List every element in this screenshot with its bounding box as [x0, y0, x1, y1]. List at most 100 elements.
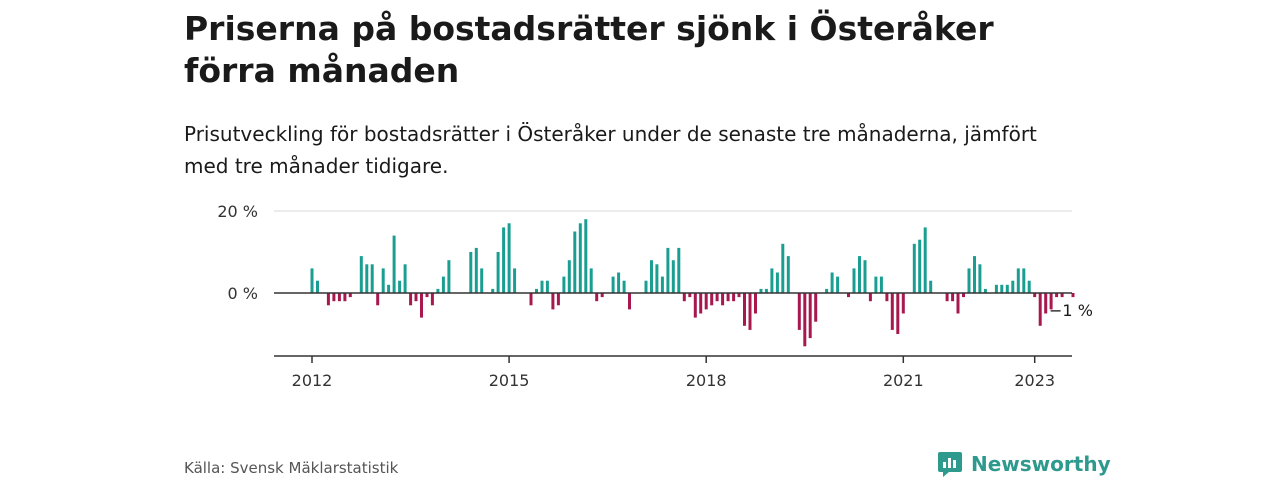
bar [617, 272, 621, 293]
bar [973, 256, 976, 293]
bar [748, 293, 752, 330]
bar [567, 260, 571, 293]
bar [376, 293, 380, 306]
bar [858, 256, 861, 293]
bar [956, 293, 960, 314]
bar [343, 293, 347, 302]
bar [420, 293, 423, 318]
bar [480, 268, 484, 293]
bar [825, 288, 829, 293]
bar [1005, 284, 1009, 293]
bar [398, 280, 402, 293]
bar [507, 223, 511, 293]
bar [868, 293, 872, 302]
bar [529, 293, 533, 306]
bar [983, 288, 987, 293]
bar [1022, 268, 1026, 293]
bar [830, 272, 834, 293]
bar [704, 293, 708, 310]
bar [1038, 293, 1042, 326]
bar [425, 293, 429, 298]
bar [1000, 284, 1004, 293]
bar [836, 276, 840, 293]
bar [414, 293, 418, 302]
bar [852, 268, 856, 293]
bars-group [310, 219, 1075, 347]
bar [387, 284, 391, 293]
brand-logo[interactable]: Newsworthy [937, 450, 1111, 478]
x-tick-label: 2012 [292, 371, 333, 390]
y-tick-label: 20 % [217, 202, 258, 221]
bar [901, 293, 905, 314]
bar [370, 264, 374, 293]
bar [644, 280, 648, 293]
bar [1071, 293, 1075, 298]
bar [1055, 293, 1059, 298]
bar [885, 293, 889, 302]
bar [1033, 293, 1037, 298]
bar [578, 223, 582, 293]
bar [502, 227, 506, 293]
bar [469, 252, 473, 293]
bar [551, 293, 555, 310]
bar [923, 227, 927, 293]
chart-title: Priserna på bostadsrätter sjönk i Österå… [184, 9, 994, 90]
newsworthy-logo-icon [938, 452, 962, 477]
x-tick-label: 2015 [489, 371, 530, 390]
bar [759, 288, 763, 293]
bar [890, 293, 894, 330]
bar [381, 268, 385, 293]
bar [441, 276, 445, 293]
bar [732, 293, 736, 302]
bar [348, 293, 352, 298]
bar [650, 260, 653, 293]
x-tick-label: 2023 [1014, 371, 1055, 390]
bar [743, 293, 746, 326]
bar [688, 293, 692, 298]
bar [540, 280, 544, 293]
source-note: Källa: Svensk Mäklarstatistik [184, 459, 399, 477]
bar [896, 293, 900, 334]
bar [447, 260, 451, 293]
bar [1016, 268, 1020, 293]
bar [584, 219, 588, 293]
bar [365, 264, 369, 293]
bar [671, 260, 675, 293]
bar [332, 293, 336, 302]
bar [660, 276, 664, 293]
y-tick-label: 0 % [228, 284, 258, 303]
bar [1044, 293, 1048, 314]
bar [535, 288, 538, 293]
bar [808, 293, 812, 339]
bar [562, 276, 566, 293]
bar [699, 293, 703, 314]
bar [545, 280, 549, 293]
bar [556, 293, 560, 306]
bar [710, 293, 714, 306]
bar [430, 293, 434, 306]
bar [622, 280, 626, 293]
bar [912, 243, 916, 293]
bar [677, 247, 681, 293]
bar [803, 293, 807, 347]
bar [797, 293, 801, 330]
bar [775, 272, 779, 293]
bar [628, 293, 631, 310]
bar [655, 264, 659, 293]
axes-group: 0 % 20 % 2012 2015 2018 2021 2023 −1 % [217, 202, 1093, 390]
bar [967, 268, 971, 293]
bar [847, 293, 850, 298]
bar [770, 268, 774, 293]
bar [666, 247, 670, 293]
brand-name: Newsworthy [971, 452, 1111, 476]
bar [600, 293, 604, 298]
bar [1027, 280, 1031, 293]
bar [573, 231, 577, 293]
bar [945, 293, 949, 302]
bar [595, 293, 599, 302]
bar [491, 288, 495, 293]
bar [326, 293, 330, 306]
bar [474, 247, 478, 293]
bar [764, 288, 768, 293]
bar [863, 260, 867, 293]
